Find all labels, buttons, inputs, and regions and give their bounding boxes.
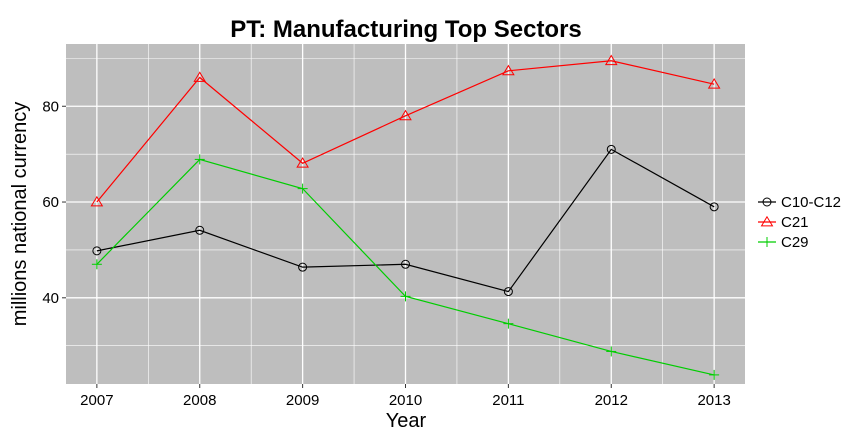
data-point-c10-c12 [606,144,616,154]
legend: C10-C12 C21 C29 [758,194,841,251]
legend-label: C21 [781,214,809,231]
data-point-c21 [502,64,515,76]
series-line-c10-c12 [96,148,715,293]
x-tick-label: 2013 [697,392,730,409]
legend-key-marker [762,237,772,247]
legend-key-marker [760,215,774,227]
data-point-c29 [606,346,617,357]
x-tick-label: 2008 [183,392,216,409]
data-point-c29 [709,369,720,380]
legend-key-marker [762,197,772,207]
y-axis-label: millions national currency [9,102,31,327]
series-line-c21 [96,60,715,203]
x-axis-label: Year [386,410,427,430]
x-tick-label: 2012 [595,392,628,409]
x-tick-label: 2007 [80,392,113,409]
data-point-c29 [194,154,205,165]
legend-item-c29: C29 [758,234,809,251]
data-point-c29 [503,318,514,329]
data-point-c10-c12 [195,225,205,235]
data-point-c29 [297,183,308,194]
chart-title: PT: Manufacturing Top Sectors [230,16,582,43]
x-axis: 2007 2008 2009 2010 2011 2012 2013 [80,384,731,409]
data-point-c10-c12 [401,259,410,269]
data-point-c29 [400,291,411,302]
legend-label: C29 [781,234,809,251]
data-point-c21 [604,54,618,66]
y-tick-label: 60 [42,194,59,211]
data-point-c21 [399,109,412,121]
x-tick-label: 2009 [286,392,319,409]
data-point-c21 [193,71,207,82]
data-point-c10-c12 [92,246,102,256]
data-point-c21 [296,157,309,168]
legend-item-c10-c12: C10-C12 [758,194,841,211]
y-axis: 40 60 80 [42,98,66,307]
x-tick-label: 2011 [492,392,524,409]
y-tick-label: 80 [42,98,59,115]
data-point-c10-c12 [503,287,513,297]
legend-item-c21: C21 [758,214,809,231]
series-markers [90,54,721,380]
data-point-c10-c12 [298,262,308,272]
x-tick-label: 2010 [389,392,422,409]
legend-label: C10-C12 [781,194,841,211]
data-point-c29 [91,259,102,270]
y-tick-label: 40 [42,290,59,307]
data-point-c10-c12 [709,202,719,212]
data-point-c21 [707,78,721,89]
data-point-c21 [90,195,104,207]
